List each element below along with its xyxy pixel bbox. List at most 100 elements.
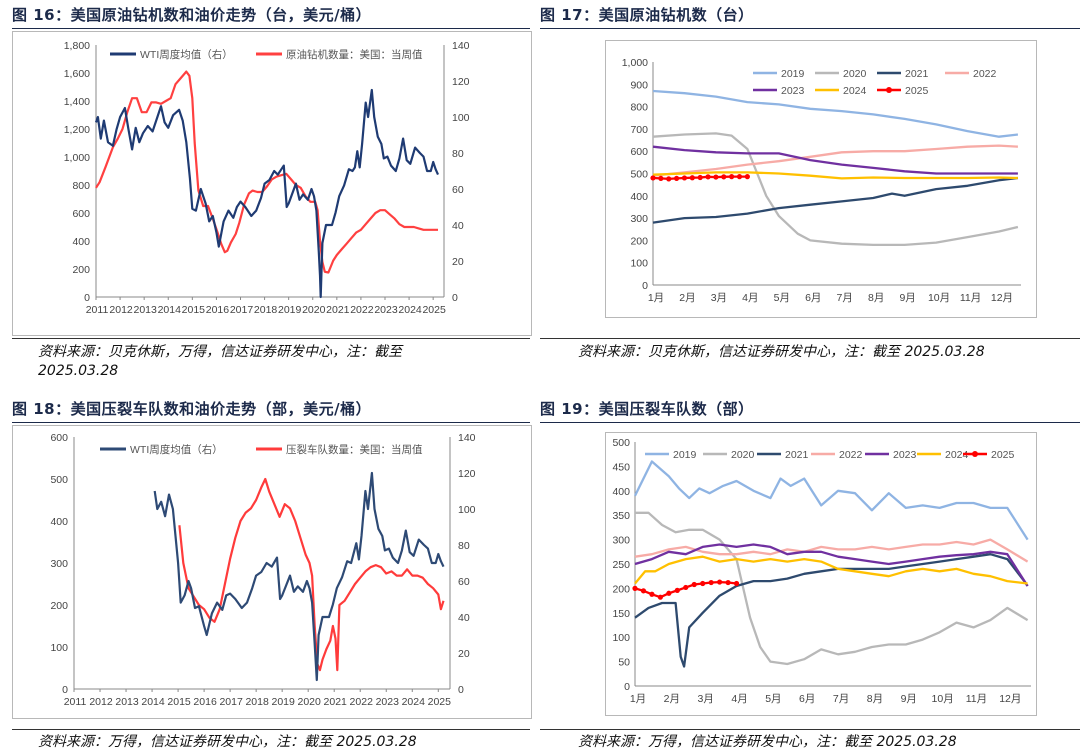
chart-19: 0 50 100 150 200 250 300 350 400 450 500 1月 2月 3月 4月 5月…: [612, 437, 1031, 705]
x-tick-label: 9月: [899, 292, 915, 304]
series-line-2021: [634, 553, 1029, 668]
right-tick-label: 20: [458, 648, 470, 660]
left-tick-label: 600: [50, 432, 68, 444]
x-tick-label: 7月: [837, 292, 853, 304]
right-tick-label: 80: [458, 540, 470, 552]
series-line-2021: [652, 176, 1019, 224]
x-tick-label: 11月: [960, 292, 981, 304]
right-tick-label: 140: [458, 432, 476, 444]
x-tick-label: 2014: [158, 304, 182, 316]
x-tick-label: 2011: [86, 304, 109, 316]
x-tick-label: 2021: [326, 304, 350, 316]
x-tick-label: 2023: [376, 696, 400, 708]
data-point-2025: [705, 174, 711, 180]
y-tick-label: 800: [630, 102, 648, 114]
left-tick-label: 400: [72, 236, 90, 248]
x-tick-label: 2011: [64, 696, 87, 708]
x-tick-label: 2020: [302, 304, 326, 316]
x-tick-label: 2012: [89, 696, 113, 708]
chart-16: 02004006008001,0001,2001,4001,6001,80002…: [64, 40, 470, 316]
y-tick-label: 300: [630, 213, 648, 225]
x-tick-label: 5月: [774, 292, 790, 304]
title-rule-19: [540, 422, 1080, 423]
y-tick-label: 500: [612, 437, 630, 449]
x-tick-label: 2025: [422, 304, 446, 316]
source-line-1: 资料来源：贝克休斯，万得，信达证券研发中心，注：截至: [38, 344, 402, 360]
x-tick-label: 2017: [219, 696, 243, 708]
x-tick-label: 2019: [271, 696, 295, 708]
series-line-2020: [652, 132, 1019, 247]
x-tick-label: 2016: [206, 304, 230, 316]
x-tick-label: 6月: [799, 693, 815, 705]
y-tick-label: 100: [630, 258, 648, 270]
legend-label-2022: 2022: [839, 449, 863, 461]
y-tick-label: 400: [612, 486, 630, 498]
x-tick-label: 6月: [805, 292, 821, 304]
chart-frame-19: [605, 432, 1037, 716]
source-rule-17: [540, 338, 1080, 339]
source-line-1: 资料来源：贝克休斯，信达证券研发中心，注：截至 2025.03.28: [578, 344, 985, 360]
x-tick-label: 2018: [245, 696, 269, 708]
x-tick-label: 2022: [350, 304, 374, 316]
right-tick-label: 60: [452, 184, 464, 196]
data-point-2025: [729, 174, 735, 180]
left-tick-label: 100: [50, 642, 68, 654]
source-line-1: 资料来源：万得，信达证券研发中心，注：截至 2025.03.28: [578, 734, 957, 750]
right-tick-label: 100: [458, 504, 476, 516]
right-tick-label: 120: [452, 76, 470, 88]
data-point-2025: [658, 175, 664, 182]
x-tick-label: 5月: [765, 693, 781, 705]
right-tick-label: 40: [452, 220, 464, 232]
right-tick-label: 120: [458, 468, 476, 480]
data-point-2025: [673, 175, 680, 182]
left-tick-label: 1,000: [64, 152, 90, 164]
panel-title-18: 图 18：美国压裂车队数和油价走势（部，美元/桶）: [12, 400, 372, 418]
legend-label-wti: WTI周度均值（右）: [130, 443, 223, 456]
x-tick-label: 2019: [278, 304, 302, 316]
data-point-2025: [640, 588, 647, 594]
data-point-2025: [708, 579, 714, 586]
x-tick-label: 8月: [868, 292, 884, 304]
x-tick-label: 2月: [664, 693, 680, 705]
series-line-0: [94, 88, 440, 299]
x-tick-label: 2月: [679, 292, 695, 304]
x-tick-label: 7月: [833, 693, 849, 705]
data-point-2025: [717, 579, 723, 585]
y-tick-label: 300: [612, 535, 630, 547]
legend-label-2023: 2023: [893, 449, 917, 461]
x-tick-label: 2013: [115, 696, 139, 708]
x-tick-label: 2022: [350, 696, 374, 708]
legend-label-2021: 2021: [785, 449, 809, 461]
y-tick-label: 350: [612, 510, 630, 522]
y-tick-label: 400: [630, 191, 648, 203]
series-line-1: [95, 70, 438, 274]
x-tick-label: 12月: [999, 693, 1021, 705]
series-line-2020: [635, 511, 1029, 666]
x-tick-label: 2024: [398, 304, 422, 316]
x-tick-label: 2015: [167, 696, 191, 708]
data-point-2025: [681, 175, 688, 181]
y-tick-label: 50: [618, 657, 630, 669]
legend-label-2023: 2023: [781, 85, 805, 97]
left-tick-label: 500: [50, 474, 68, 486]
left-tick-label: 200: [50, 600, 68, 612]
series-line-2023: [634, 543, 1029, 587]
y-tick-label: 900: [630, 79, 648, 91]
right-tick-label: 80: [452, 148, 464, 160]
right-tick-label: 40: [458, 612, 470, 624]
data-point-2025: [721, 174, 727, 180]
panel-title-19: 图 19：美国压裂车队数（部）: [540, 400, 754, 418]
x-tick-label: 8月: [867, 693, 883, 705]
x-tick-label: 10月: [932, 693, 954, 705]
source-note-16: 资料来源：贝克休斯，万得，信达证券研发中心，注：截至 2025.03.28: [38, 343, 402, 381]
legend-label-count: 压裂车队数量：美国：当周值: [286, 443, 423, 456]
y-tick-label: 0: [624, 681, 630, 693]
y-tick-label: 200: [630, 235, 648, 247]
data-point-2025: [700, 580, 706, 587]
data-point-2025: [632, 585, 638, 591]
legend-marker-2025: [972, 451, 978, 457]
left-tick-label: 0: [62, 684, 68, 696]
y-tick-label: 1,000: [622, 57, 648, 69]
x-tick-label: 11月: [966, 693, 987, 705]
legend-label-wti: WTI周度均值（右）: [140, 48, 233, 61]
